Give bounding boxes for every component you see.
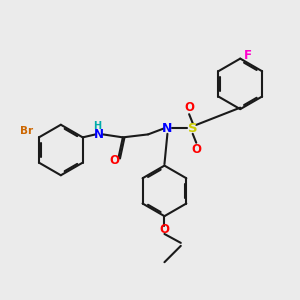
Text: N: N (162, 122, 172, 135)
Text: Br: Br (20, 126, 34, 136)
Text: F: F (244, 49, 252, 62)
Text: H: H (94, 121, 102, 131)
Text: S: S (188, 122, 197, 135)
Text: O: O (184, 101, 194, 114)
Text: O: O (159, 223, 170, 236)
Text: O: O (191, 143, 201, 156)
Text: O: O (109, 154, 119, 167)
Text: N: N (94, 128, 104, 141)
